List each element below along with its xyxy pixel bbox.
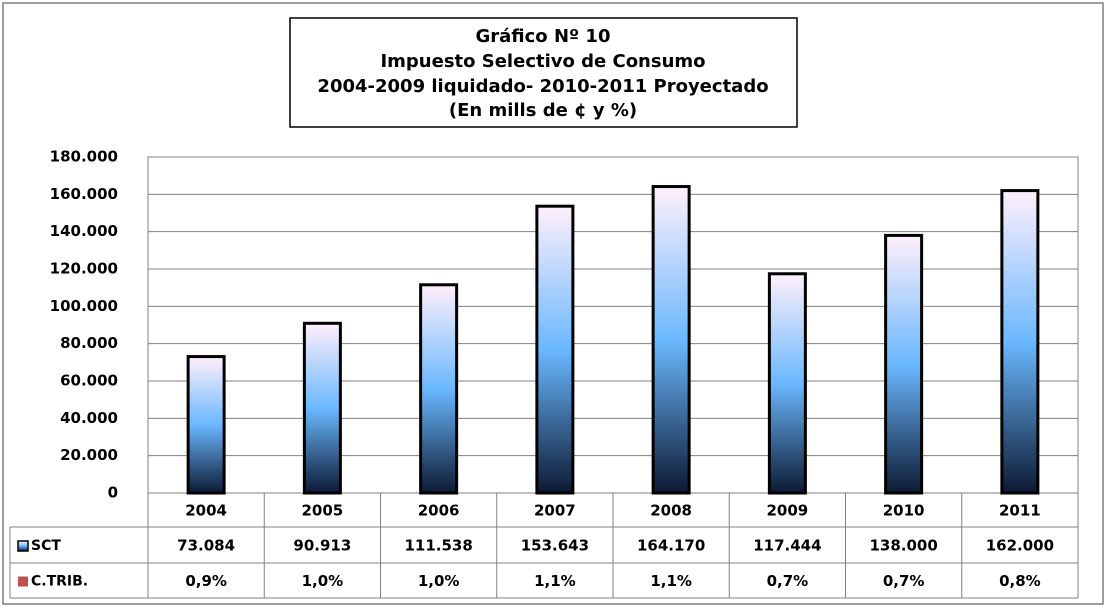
y-tick-label: 140.000 xyxy=(50,222,118,240)
table-value: 90.913 xyxy=(293,537,351,555)
legend-key xyxy=(17,540,29,552)
x-tick-label: 2008 xyxy=(650,502,692,520)
y-tick-label: 60.000 xyxy=(60,372,118,390)
x-tick-label: 2010 xyxy=(883,502,925,520)
y-tick-label: 80.000 xyxy=(60,334,118,352)
x-tick-label: 2007 xyxy=(534,502,576,520)
chart-title: (En mills de ¢ y %) xyxy=(449,100,637,121)
bar xyxy=(651,185,691,495)
x-tick-label: 2009 xyxy=(767,502,809,520)
bar xyxy=(186,355,226,495)
y-tick-label: 160.000 xyxy=(50,185,118,203)
table-value: 0,7% xyxy=(767,572,809,590)
y-tick-label: 100.000 xyxy=(50,297,118,315)
table-value: 111.538 xyxy=(404,537,472,555)
table-value: 1,1% xyxy=(534,572,576,590)
x-tick-label: 2006 xyxy=(418,502,460,520)
y-tick-label: 0 xyxy=(108,484,118,502)
legend-label: C.TRIB. xyxy=(31,574,88,590)
table-value: 138.000 xyxy=(869,537,937,555)
bar xyxy=(767,272,807,495)
table-value: 164.170 xyxy=(637,537,705,555)
bar xyxy=(302,321,342,495)
x-tick-label: 2011 xyxy=(999,502,1041,520)
bar xyxy=(419,283,459,495)
y-tick-label: 40.000 xyxy=(60,409,118,427)
table-value: 1,0% xyxy=(302,572,344,590)
legend-key xyxy=(18,576,28,587)
chart-title: 2004-2009 liquidado- 2010-2011 Proyectad… xyxy=(317,76,768,97)
table-value: 153.643 xyxy=(521,537,589,555)
table-value: 73.084 xyxy=(177,537,235,555)
x-tick-label: 2005 xyxy=(302,502,344,520)
chart-title: Gráfico Nº 10 xyxy=(476,26,611,47)
chart-title: Impuesto Selectivo de Consumo xyxy=(380,51,705,72)
table-value: 1,1% xyxy=(650,572,692,590)
y-tick-label: 180.000 xyxy=(50,148,118,166)
y-tick-label: 120.000 xyxy=(50,260,118,278)
bar xyxy=(535,204,575,495)
bar xyxy=(1000,189,1040,495)
table-value: 117.444 xyxy=(753,537,821,555)
table-value: 0,8% xyxy=(999,572,1041,590)
table-value: 162.000 xyxy=(986,537,1054,555)
y-tick-label: 20.000 xyxy=(60,446,118,464)
bar xyxy=(884,233,924,495)
legend-label: SCT xyxy=(31,538,61,554)
x-tick-label: 2004 xyxy=(185,502,227,520)
table-value: 1,0% xyxy=(418,572,460,590)
table-value: 0,9% xyxy=(185,572,227,590)
title-box xyxy=(289,17,798,128)
table-value: 0,7% xyxy=(883,572,925,590)
